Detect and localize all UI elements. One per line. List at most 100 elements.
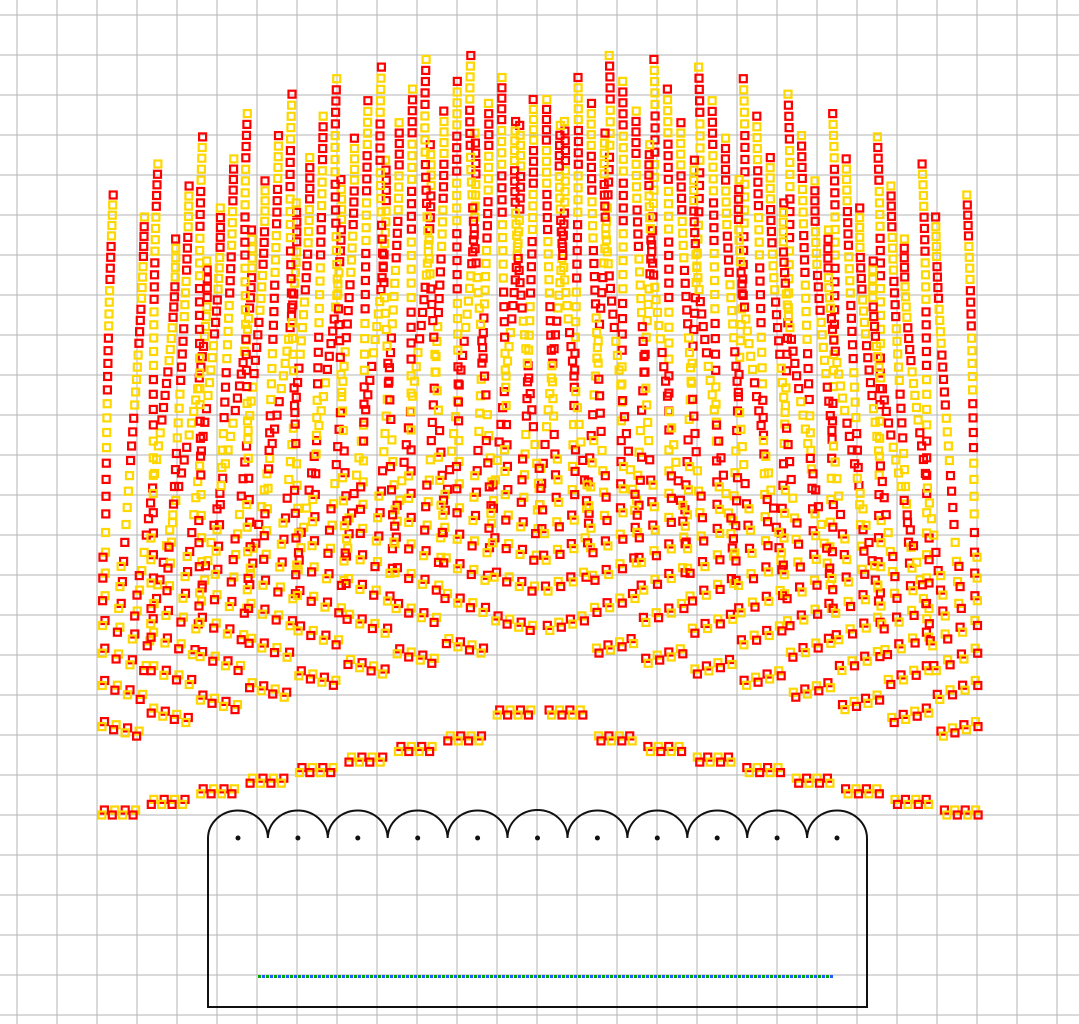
- particle: [689, 196, 699, 206]
- particle: [470, 471, 480, 481]
- particle: [646, 235, 656, 245]
- particle: [510, 116, 521, 127]
- particle: [151, 212, 161, 222]
- particle: [510, 156, 520, 166]
- particle: [169, 302, 179, 312]
- particle: [182, 265, 192, 275]
- particle: [736, 268, 746, 278]
- particle: [879, 624, 889, 634]
- particle: [217, 462, 227, 473]
- emitter-dot: [474, 975, 477, 978]
- particle: [534, 463, 544, 473]
- particle: [922, 389, 932, 399]
- particle: [722, 220, 732, 230]
- particle: [497, 136, 507, 147]
- particle: [307, 517, 317, 527]
- particle: [920, 235, 930, 245]
- particle: [279, 692, 289, 702]
- particle: [737, 442, 747, 452]
- particle: [234, 509, 245, 520]
- particle: [751, 635, 762, 645]
- particle: [708, 186, 719, 196]
- particle: [179, 324, 189, 334]
- emitter-dot: [646, 975, 649, 978]
- particle: [907, 367, 917, 377]
- particle: [553, 475, 563, 485]
- particle: [452, 534, 462, 544]
- particle: [179, 455, 189, 465]
- particle: [360, 334, 370, 344]
- emitter-dot: [754, 975, 757, 978]
- particle: [194, 310, 205, 320]
- particle: [899, 243, 909, 253]
- particle: [739, 460, 749, 470]
- particle: [331, 245, 341, 255]
- particle: [913, 799, 923, 810]
- particle: [744, 504, 754, 514]
- particle: [427, 658, 437, 668]
- particle: [202, 302, 212, 312]
- particle: [517, 475, 527, 485]
- particle: [335, 352, 345, 362]
- particle: [148, 470, 158, 480]
- particle: [588, 246, 599, 256]
- particle: [101, 474, 111, 484]
- particle: [111, 654, 121, 664]
- particle: [652, 579, 663, 589]
- particle: [733, 214, 744, 224]
- particle: [288, 366, 299, 376]
- particle: [525, 288, 536, 298]
- particle: [195, 617, 205, 627]
- particle: [630, 489, 640, 499]
- particle: [721, 489, 731, 499]
- particle: [223, 326, 233, 336]
- particle: [905, 525, 915, 535]
- particle: [812, 609, 823, 619]
- particle: [229, 164, 239, 174]
- particle: [452, 242, 462, 252]
- particle: [968, 413, 978, 423]
- particle: [634, 254, 644, 264]
- particle: [855, 232, 865, 242]
- particle: [426, 160, 436, 170]
- particle: [215, 222, 225, 232]
- particle: [148, 389, 158, 399]
- particle: [826, 473, 836, 483]
- particle: [558, 250, 568, 260]
- particle: [683, 319, 693, 329]
- particle: [625, 465, 636, 475]
- particle: [120, 728, 130, 738]
- particle: [694, 73, 704, 83]
- particle: [828, 585, 838, 595]
- particle: [697, 309, 707, 319]
- particle: [227, 789, 237, 799]
- particle: [605, 94, 615, 104]
- particle: [256, 293, 266, 304]
- particle: [750, 602, 760, 612]
- particle: [421, 172, 431, 182]
- particle: [943, 634, 953, 644]
- particle: [907, 563, 917, 573]
- particle: [305, 153, 315, 163]
- particle: [146, 708, 156, 718]
- particle: [240, 277, 250, 287]
- particle: [819, 355, 830, 365]
- particle: [752, 143, 762, 154]
- particle: [175, 389, 185, 399]
- particle: [438, 510, 448, 520]
- particle: [224, 313, 234, 323]
- particle: [755, 767, 765, 778]
- particle: [373, 513, 383, 523]
- particle: [586, 162, 597, 172]
- particle: [964, 252, 974, 262]
- particle: [910, 638, 920, 648]
- emitter-dot: [402, 975, 405, 978]
- particle: [802, 349, 813, 359]
- particle: [420, 282, 430, 292]
- particle: [695, 143, 705, 153]
- particle: [888, 265, 899, 275]
- particle: [186, 418, 197, 428]
- emitter-dot: [794, 975, 797, 978]
- particle: [247, 244, 257, 254]
- particle: [601, 492, 611, 502]
